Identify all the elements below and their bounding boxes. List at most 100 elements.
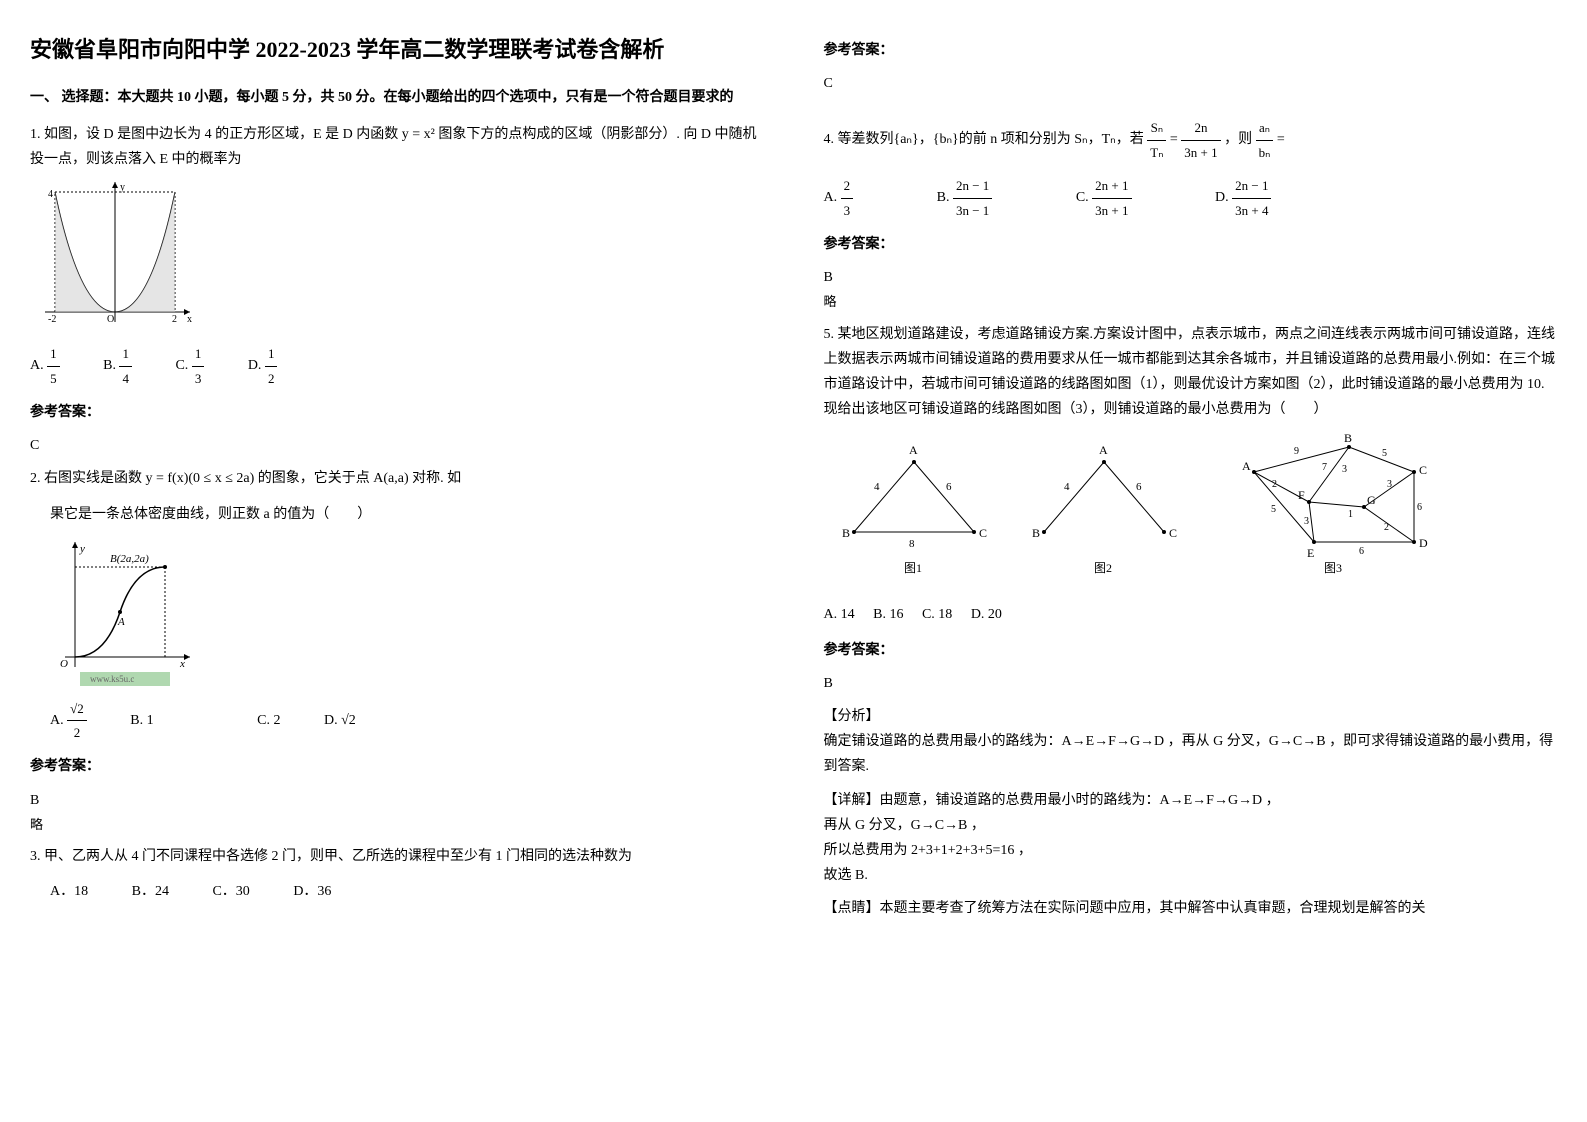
- q3-answer-label: 参考答案：: [824, 38, 1558, 63]
- svg-text:-2: -2: [48, 314, 56, 325]
- q2-opt-a: A. √22: [50, 697, 87, 745]
- q2-figure: O y x A B(2a,2a) www.ks5u.c: [50, 537, 764, 687]
- svg-text:1: 1: [1348, 509, 1353, 520]
- q2-answer-label: 参考答案：: [30, 754, 764, 779]
- q1-options: A. 15 B. 14 C. 13 D. 12: [30, 342, 764, 390]
- q2-note: 略: [30, 813, 764, 836]
- q1-text: 1. 如图，设 D 是图中边长为 4 的正方形区域，E 是 D 内函数 y = …: [30, 127, 756, 167]
- svg-text:www.ks5u.c: www.ks5u.c: [90, 674, 134, 684]
- q4-text-pre: 4. 等差数列{aₙ}，{bₙ}的前 n 项和分别为 Sₙ，Tₙ，若: [824, 132, 1148, 147]
- q5-answer-label: 参考答案：: [824, 638, 1558, 663]
- question-2: 2. 右图实线是函数 y = f(x)(0 ≤ x ≤ 2a) 的图象，它关于点…: [30, 466, 764, 491]
- q1-opt-b: B. 14: [103, 342, 132, 390]
- q2-answer: B: [30, 788, 764, 813]
- svg-text:B: B: [1344, 432, 1352, 445]
- question-3: 3. 甲、乙两人从 4 门不同课程中各选修 2 门，则甲、乙所选的课程中至少有 …: [30, 844, 764, 869]
- left-column: 安徽省阜阳市向阳中学 2022-2023 学年高二数学理联考试卷含解析 一、 选…: [30, 30, 764, 922]
- road-network-figure: A B C 4 6 8 图1 A B C: [824, 432, 1444, 592]
- q4-opt-c: C. 2n + 13n + 1: [1076, 174, 1132, 222]
- svg-text:C: C: [1419, 463, 1427, 477]
- svg-text:3: 3: [1387, 479, 1392, 490]
- svg-text:B: B: [842, 526, 850, 540]
- q4-options: A. 23 B. 2n − 13n − 1 C. 2n + 13n + 1 D.…: [824, 174, 1558, 222]
- q1-answer-label: 参考答案：: [30, 400, 764, 425]
- svg-text:A: A: [909, 443, 918, 457]
- svg-text:G: G: [1367, 493, 1376, 507]
- q5-detail: 【详解】由题意，铺设道路的总费用最小时的路线为：A→E→F→G→D ，: [824, 788, 1558, 813]
- q5-opt-a: A. 14: [824, 602, 855, 627]
- q4-answer: B: [824, 265, 1558, 290]
- q5-opt-d: D. 20: [971, 602, 1002, 627]
- q5-answer: B: [824, 671, 1558, 696]
- svg-text:6: 6: [1359, 546, 1364, 557]
- q5-detail-3: 所以总费用为 2+3+1+2+3+5=16 ，: [824, 838, 1558, 863]
- q5-analysis: 确定铺设道路的总费用最小的路线为：A→E→F→G→D ，再从 G 分叉，G→C→…: [824, 729, 1558, 779]
- svg-text:y: y: [120, 182, 125, 193]
- svg-text:D: D: [1419, 536, 1428, 550]
- right-column: 参考答案： C 4. 等差数列{aₙ}，{bₙ}的前 n 项和分别为 Sₙ，Tₙ…: [824, 30, 1558, 922]
- q5-detail-4: 故选 B.: [824, 863, 1558, 888]
- svg-text:8: 8: [909, 538, 915, 550]
- q3-answer: C: [824, 71, 1558, 96]
- svg-text:2: 2: [1384, 522, 1389, 533]
- q5-figure: A B C 4 6 8 图1 A B C: [824, 432, 1558, 592]
- question-4: 4. 等差数列{aₙ}，{bₙ}的前 n 项和分别为 Sₙ，Tₙ，若 SₙTₙ …: [824, 116, 1558, 164]
- svg-text:3: 3: [1342, 464, 1347, 475]
- svg-text:6: 6: [1136, 481, 1142, 493]
- svg-text:A: A: [1099, 443, 1108, 457]
- svg-text:4: 4: [1064, 481, 1070, 493]
- q5-comment: 【点睛】本题主要考查了统筹方法在实际问题中应用，其中解答中认真审题，合理规划是解…: [824, 896, 1558, 921]
- svg-text:6: 6: [946, 481, 952, 493]
- exam-page: 安徽省阜阳市向阳中学 2022-2023 学年高二数学理联考试卷含解析 一、 选…: [30, 30, 1557, 922]
- svg-text:O: O: [107, 314, 114, 325]
- svg-text:x: x: [187, 314, 192, 325]
- section-header: 一、 选择题：本大题共 10 小题，每小题 5 分，共 50 分。在每小题给出的…: [30, 85, 764, 110]
- svg-text:2: 2: [1272, 479, 1277, 490]
- q2-opt-b: B. 1: [130, 708, 153, 733]
- svg-text:C: C: [1169, 526, 1177, 540]
- svg-text:5: 5: [1382, 448, 1387, 459]
- q4-text-post: ，则: [1224, 132, 1256, 147]
- svg-text:3: 3: [1304, 516, 1309, 527]
- svg-text:E: E: [1307, 546, 1314, 560]
- svg-text:2: 2: [172, 314, 177, 325]
- svg-text:A: A: [1242, 459, 1251, 473]
- q2-opt-d: D. √2: [324, 708, 356, 733]
- q3-opt-b: B．24: [132, 879, 169, 904]
- svg-text:6: 6: [1417, 502, 1422, 513]
- q5-analysis-label: 【分析】: [824, 704, 1558, 729]
- svg-text:7: 7: [1322, 462, 1327, 473]
- q1-opt-a: A. 15: [30, 342, 60, 390]
- question-1: 1. 如图，设 D 是图中边长为 4 的正方形区域，E 是 D 内函数 y = …: [30, 122, 764, 172]
- q1-figure: -2 2 O x y 4: [30, 182, 764, 332]
- svg-text:9: 9: [1294, 446, 1299, 457]
- svg-text:B: B: [1032, 526, 1040, 540]
- svg-text:4: 4: [874, 481, 880, 493]
- q5-opt-b: B. 16: [873, 602, 903, 627]
- question-5: 5. 某地区规划道路建设，考虑道路铺设方案.方案设计图中，点表示城市，两点之间连…: [824, 322, 1558, 423]
- svg-text:O: O: [60, 658, 68, 670]
- q4-note: 略: [824, 290, 1558, 313]
- q4-answer-label: 参考答案：: [824, 232, 1558, 257]
- q5-detail-2: 再从 G 分叉，G→C→B ，: [824, 813, 1558, 838]
- q2-text-2: 果它是一条总体密度曲线，则正数 a 的值为（ ）: [50, 502, 764, 527]
- svg-text:5: 5: [1271, 504, 1276, 515]
- svg-text:4: 4: [48, 189, 53, 200]
- svg-text:C: C: [979, 526, 987, 540]
- density-curve-figure: O y x A B(2a,2a) www.ks5u.c: [50, 537, 200, 687]
- svg-text:图2: 图2: [1094, 561, 1112, 575]
- svg-text:图3: 图3: [1324, 561, 1342, 575]
- q2-text-1: 2. 右图实线是函数 y = f(x)(0 ≤ x ≤ 2a) 的图象，它关于点…: [30, 471, 461, 486]
- svg-text:F: F: [1298, 488, 1305, 502]
- svg-text:x: x: [179, 658, 185, 670]
- q1-answer: C: [30, 433, 764, 458]
- exam-title: 安徽省阜阳市向阳中学 2022-2023 学年高二数学理联考试卷含解析: [30, 30, 764, 70]
- q3-opt-c: C．30: [212, 879, 249, 904]
- q3-opt-a: A．18: [50, 879, 88, 904]
- q5-opt-c: C. 18: [922, 602, 952, 627]
- q1-opt-c: C. 13: [175, 342, 204, 390]
- q4-opt-a: A. 23: [824, 174, 854, 222]
- q5-options: A. 14 B. 16 C. 18 D. 20: [824, 602, 1558, 627]
- svg-text:y: y: [79, 543, 85, 555]
- q3-opt-d: D．36: [293, 879, 331, 904]
